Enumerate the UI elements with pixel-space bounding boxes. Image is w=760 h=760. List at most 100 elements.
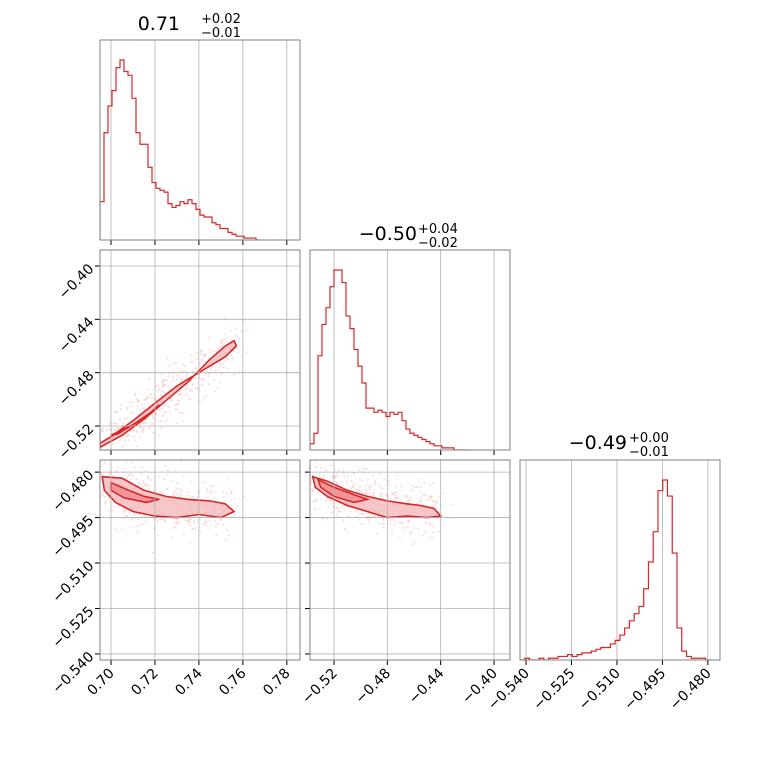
p-l21-sample-point [307,492,309,494]
p-l21-sample-point [314,500,317,503]
p-l20-sample-point [192,496,195,499]
p-l10-sample-point [169,398,172,401]
p-l10-inner-contour [110,404,160,437]
p-l21-sample-point [431,531,434,534]
p-l20-sample-point [141,485,144,488]
p-l10-sample-point [156,390,159,393]
p-l21-sample-point [373,515,376,518]
p-l20-sample-point [236,505,239,508]
p-l20-sample-point [133,513,136,516]
p-l20-xtick-label: 0.78 [260,666,293,699]
p-l20-sample-point [204,522,207,525]
p-l10-sample-point [179,390,182,393]
p-l21-sample-point [414,485,417,488]
p-l10-sample-point [224,360,227,363]
p-l10-sample-point [143,407,146,410]
p-l21-sample-point [412,543,415,546]
p-l21-sample-point [331,505,334,508]
p-l20-sample-point [141,466,144,469]
p-l21-sample-point [389,519,392,522]
p-l21-sample-point [400,522,403,525]
p-l21-sample-point [358,518,361,521]
p-l20-sample-point [164,520,167,523]
p-l21-sample-point [336,482,339,485]
p-l10-sample-point [175,421,178,424]
p-l20-sample-point [128,473,131,476]
p-l20-sample-point [170,480,173,483]
p-l20-xtick-label: 0.74 [172,665,205,698]
p-l21-sample-point [400,485,403,488]
p-l20-sample-point [124,515,127,518]
p-l10-sample-point [157,434,160,437]
p-l10-sample-point [175,362,178,365]
title-param-1-lower: −0.01 [201,26,241,41]
p-l21-sample-point [349,487,352,490]
p-l21-sample-point [360,522,363,525]
p-l10-sample-point [191,383,194,386]
p-l20-sample-point [215,526,218,529]
p-l20-sample-point [171,518,174,521]
p-d2-histogram-line [520,479,711,660]
p-l21-sample-point [396,491,399,494]
p-l10-sample-point [208,374,211,377]
p-l10-sample-point [155,385,158,388]
p-l10-sample-point [190,361,193,364]
p-l10-sample-point [210,365,213,368]
p-l20-sample-point [229,499,232,502]
p-l20-sample-point [202,523,205,526]
p-l10-sample-point [168,411,171,414]
p-l10-sample-point [119,458,121,460]
p-l21-sample-point [346,479,349,482]
p-l10-sample-point [225,341,228,344]
p-l10-sample-point [129,412,132,415]
p-l10-sample-point [147,388,150,391]
p-l10-sample-point [220,372,223,375]
p-l10-sample-point [231,358,234,361]
p-l10-sample-point [96,453,98,455]
p-l20-sample-point [144,470,147,473]
p-l20-sample-point [164,464,167,467]
p-l21-sample-point [431,482,434,485]
p-l10-sample-point [161,379,164,382]
p-l10-sample-point [151,416,154,419]
p-l21-sample-point [410,489,413,492]
p-l10-sample-point [244,329,247,332]
p-l21-sample-point [311,488,314,491]
p-l10-sample-point [165,357,168,360]
p-l20-sample-point [163,478,166,481]
p-l10-sample-point [151,413,154,416]
p-l20-sample-point [180,460,183,463]
p-l21-sample-point [324,469,327,472]
p-l10-sample-point [150,396,153,399]
p-l21-sample-point [338,470,341,473]
p-l21-sample-point [343,474,346,477]
p-l10-sample-point [192,360,195,363]
p-l21-sample-point [378,472,381,475]
p-l10-sample-point [119,408,122,411]
p-l21-sample-point [409,498,412,501]
p-l21-sample-point [396,485,399,488]
p-l20-sample-point [115,504,118,507]
p-l10-sample-point [200,378,203,381]
p-d2-xtick-label: −0.510 [576,666,624,714]
p-l10-sample-point [128,434,131,437]
p-l21-sample-point [407,520,410,523]
p-l10-sample-point [96,450,98,452]
p-l21-sample-point [310,482,313,485]
p-l20-sample-point [156,520,159,523]
p-l21-sample-point [346,482,349,485]
p-l20-sample-point [146,484,149,487]
p-l20-sample-point [233,514,236,517]
p-l10-sample-point [244,351,247,354]
p-l21-sample-point [364,492,367,495]
p-l10-sample-point [165,379,168,382]
p-l10-sample-point [201,383,204,386]
p-l10-sample-point [133,392,136,395]
p-l20-sample-point [145,520,148,523]
p-l21-sample-point [364,484,367,487]
p-l20-sample-point [215,534,218,537]
p-l20-sample-point [136,525,139,528]
p-l21-sample-point [347,515,350,518]
p-l10-sample-point [194,377,197,380]
p-l10-sample-point [179,411,182,414]
